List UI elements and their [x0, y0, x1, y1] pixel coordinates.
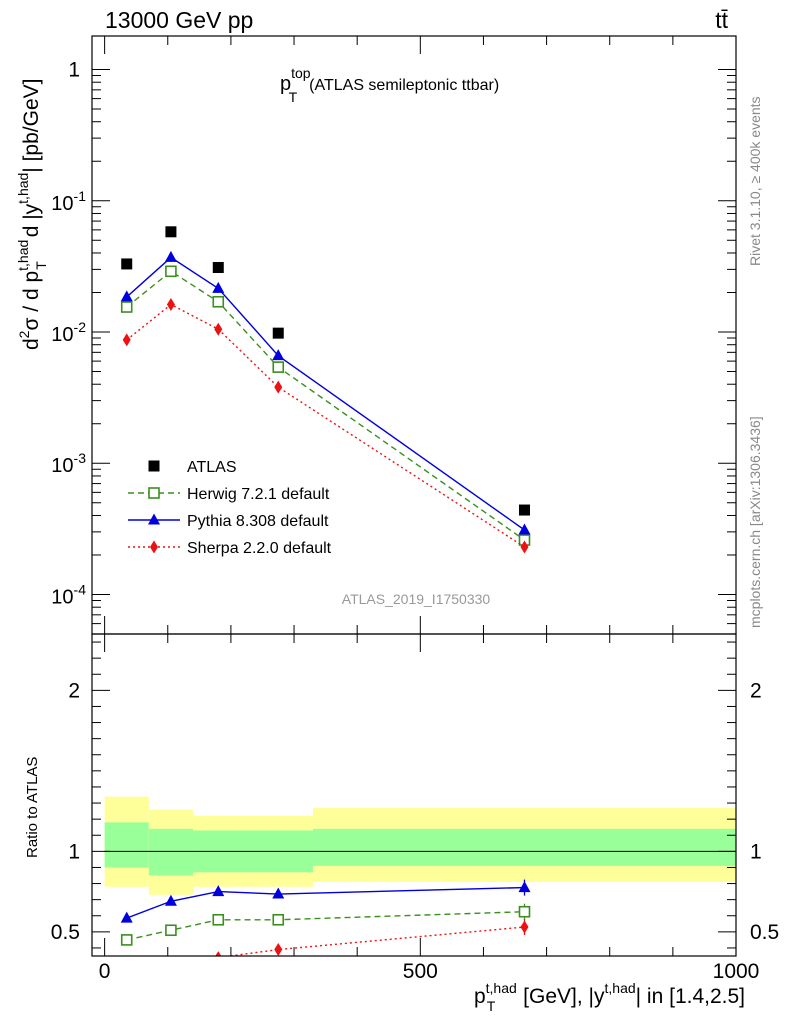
ratio-band-inner-3: [312, 828, 736, 866]
ratio-point-0-0: [120, 934, 133, 946]
main-point-0-1: [165, 226, 177, 238]
plot-title-sup: top: [291, 65, 311, 81]
legend-label-2: Pythia 8.308 default: [187, 513, 329, 530]
main-series-line-3: [126, 303, 525, 548]
ratio-point-1-1: [164, 894, 177, 906]
ratio-ytick-label-right: 2: [750, 679, 762, 702]
legend-label-1: Herwig 7.2.1 default: [187, 486, 330, 503]
main-point-1-3: [272, 361, 285, 373]
legend-marker-0: [148, 460, 160, 472]
main-point-3-4: [520, 540, 529, 554]
main-point-1-0: [120, 301, 133, 313]
main-point-2-4: [518, 523, 531, 535]
ratio-band-inner-0: [104, 822, 149, 868]
ratio-point-2-4: [520, 920, 529, 934]
ratio-ytick-label-right: 1: [750, 840, 762, 863]
main-ylabel: d2σ / d pt,had T d |yt,had| [pb/GeV]: [15, 79, 49, 350]
main-point-1-1: [165, 265, 177, 278]
legend-marker-1: [148, 487, 160, 499]
ratio-point-0-4: [518, 905, 531, 918]
main-panel: 10-4 10-3 10-2 10-1 1 ptop T (ATLAS semilepton…: [15, 35, 737, 635]
ratio-point-2-3: [274, 943, 283, 956]
ratio-xtick-label: 0: [99, 960, 111, 983]
plot-title-rest: (ATLAS semileptonic ttbar): [309, 77, 499, 94]
ratio-ytick-label-right: 0.5: [750, 921, 779, 944]
ratio-panel: 0.5 0.5 1 1 2 2 0 500 1000 Ratio to ATLAS pt,ha…: [24, 633, 779, 1014]
ratio-point-1-0: [120, 911, 133, 923]
main-ytick-label: 10-1: [51, 188, 86, 215]
main-point-0-0: [121, 258, 133, 270]
legend: ATLAS Herwig 7.2.1 default Pythia 8.308 de…: [128, 459, 332, 557]
legend-label-0: ATLAS: [187, 459, 237, 476]
main-ytick-label: 10-4: [51, 581, 86, 608]
main-ytick-label: 1: [68, 59, 80, 82]
main-ytick-label: 10-2: [51, 319, 86, 346]
ratio-series-line-0: [126, 911, 525, 941]
rivet-label: Rivet 3.1.10, ≥ 400k events: [747, 96, 763, 266]
ratio-point-1-3: [272, 887, 285, 899]
main-point-2-1: [164, 250, 177, 262]
ratio-point-2-0: [123, 962, 131, 975]
main-point-0-2: [212, 262, 224, 274]
ratio-point-0-3: [272, 913, 285, 926]
main-point-3-1: [166, 297, 175, 311]
main-point-2-0: [120, 290, 133, 302]
main-point-3-3: [274, 380, 283, 394]
main-point-0-3: [272, 327, 284, 339]
ratio-xtick-label: 1000: [713, 960, 760, 983]
plot-title: ptop T (ATLAS semileptonic ttbar): [280, 65, 499, 105]
ratio-point-0-2: [212, 913, 225, 926]
main-point-1-2: [212, 295, 225, 308]
main-point-3-0: [122, 333, 131, 347]
ratio-ytick-label: 2: [68, 679, 80, 702]
legend-label-3: Sherpa 2.2.0 default: [187, 540, 332, 557]
ratio-point-1-4: [518, 881, 531, 893]
mcplots-label: mcplots.cern.ch [arXiv:1306.3436]: [747, 416, 763, 628]
ratio-ytick-label: 0.5: [51, 921, 80, 944]
main-point-3-2: [214, 322, 223, 336]
legend-marker-2: [148, 513, 160, 525]
analysis-id: ATLAS_2019_I1750330: [342, 591, 491, 607]
main-point-0-4: [518, 504, 530, 516]
process-label: tt̄: [715, 7, 728, 33]
ratio-xlabel: pt,had T [GeV], |yt,had| in [1.4,2.5]: [474, 980, 745, 1014]
ratio-series-line-2: [225, 926, 525, 956]
ratio-frame: [91, 633, 737, 957]
main-point-2-3: [272, 349, 285, 361]
ratio-point-1-2: [212, 885, 225, 897]
ratio-point-2-2: [215, 951, 222, 956]
ratio-point-0-1: [165, 924, 177, 937]
ratio-ylabel: Ratio to ATLAS: [24, 757, 41, 858]
main-point-2-2: [212, 281, 225, 293]
ratio-xtick-label: 500: [403, 960, 438, 983]
ratio-ytick-label: 1: [68, 840, 80, 863]
legend-marker-3: [150, 540, 158, 554]
plot-title-sub: T: [289, 89, 298, 105]
ratio-point-2-1: [167, 961, 175, 974]
energy-label: 13000 GeV pp: [105, 7, 253, 33]
plot-title-main: p: [280, 73, 291, 95]
main-ytick-label: 10-3: [51, 450, 86, 477]
ratio-band-inner-1: [148, 828, 194, 876]
